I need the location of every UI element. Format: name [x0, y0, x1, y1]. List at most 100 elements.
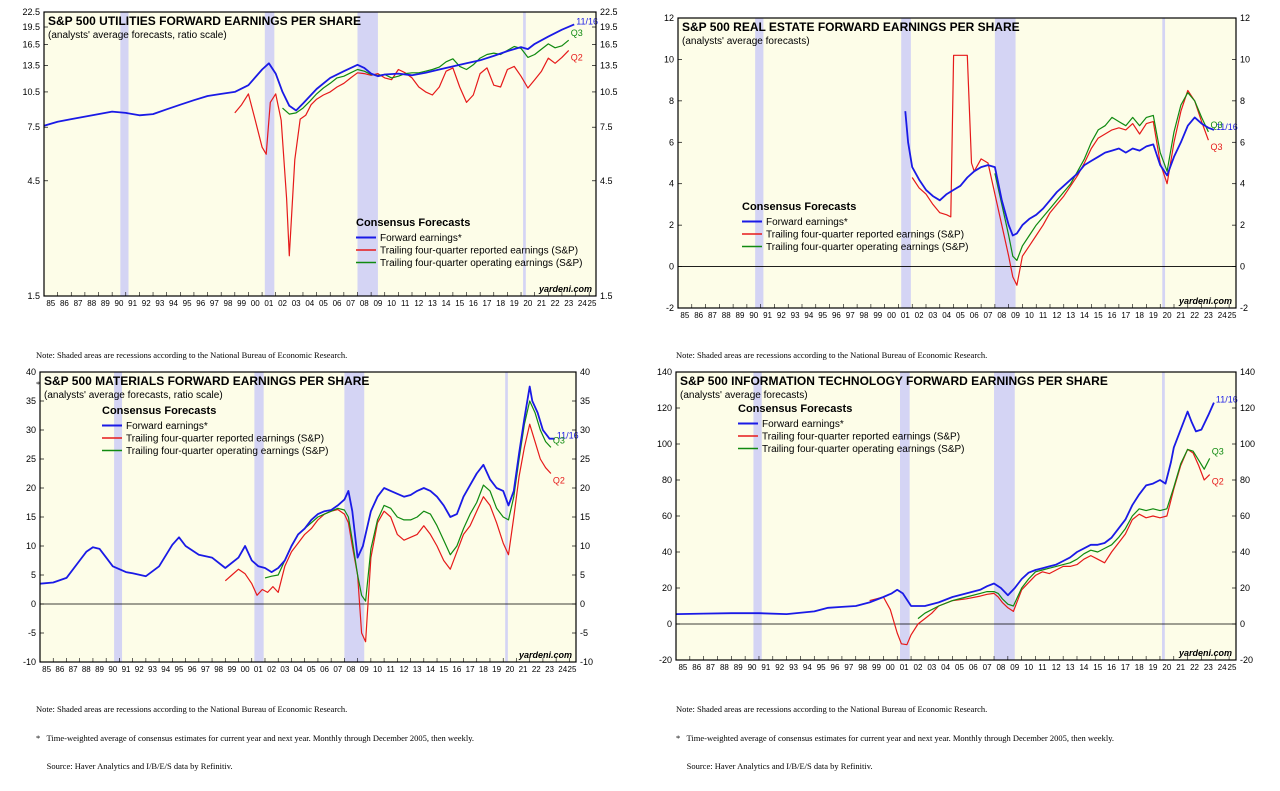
y-tick-label-left: 2 — [669, 220, 674, 230]
y-tick-label-left: 0 — [31, 599, 36, 609]
credit-label: yardeni.com — [1178, 296, 1232, 306]
x-tick-label: 97 — [210, 299, 219, 308]
x-tick-label: 95 — [175, 665, 184, 674]
x-tick-label: 89 — [734, 663, 743, 672]
y-tick-label-left: 30 — [26, 425, 36, 435]
x-tick-label: 87 — [74, 299, 83, 308]
x-tick-label: 98 — [860, 311, 869, 320]
y-tick-label-left: 60 — [662, 511, 672, 521]
x-tick-label: 13 — [413, 665, 422, 674]
x-tick-label: 24 — [1218, 663, 1227, 672]
x-tick-label: 03 — [928, 311, 937, 320]
plot-frame — [677, 17, 1237, 309]
recession-band — [357, 12, 378, 296]
x-tick-label: 89 — [101, 299, 110, 308]
x-tick-label: 90 — [115, 299, 124, 308]
x-tick-label: 00 — [887, 311, 896, 320]
x-tick-label: 07 — [983, 663, 992, 672]
x-tick-label: 23 — [1204, 311, 1213, 320]
x-tick-label: 01 — [264, 299, 273, 308]
chart-note: Note: Shaded areas are recessions accord… — [676, 686, 1114, 791]
x-tick-label: 22 — [551, 299, 560, 308]
x-tick-label: 09 — [360, 665, 369, 674]
x-tick-label: 90 — [748, 663, 757, 672]
x-tick-label: 90 — [749, 311, 758, 320]
x-tick-label: 97 — [846, 311, 855, 320]
x-tick-label: 17 — [466, 665, 475, 674]
plot-background — [44, 12, 596, 296]
x-tick-label: 12 — [399, 665, 408, 674]
x-tick-label: 24 — [558, 665, 567, 674]
x-tick-label: 18 — [1135, 663, 1144, 672]
x-tick-label: 06 — [320, 665, 329, 674]
x-tick-label: 12 — [414, 299, 423, 308]
y-tick-label-right: 30 — [580, 425, 590, 435]
x-tick-label: 93 — [789, 663, 798, 672]
y-tick-label-left: 120 — [657, 403, 672, 413]
x-tick-label: 93 — [148, 665, 157, 674]
x-tick-label: 22 — [1190, 663, 1199, 672]
x-tick-label: 15 — [1093, 663, 1102, 672]
y-tick-label-left: 80 — [662, 475, 672, 485]
x-tick-label: 22 — [1190, 311, 1199, 320]
x-tick-label: 95 — [183, 299, 192, 308]
legend-label: Trailing four-quarter operating earnings… — [380, 258, 583, 269]
x-tick-label: 90 — [108, 665, 117, 674]
infotech-chart-panel: -20 -20 0 0 20 20 40 40 60 60 80 80 100 100 120 120 140 1… — [640, 362, 1280, 771]
chart-title: S&P 500 INFORMATION TECHNOLOGY FORWARD E… — [680, 374, 1108, 388]
x-tick-label: 08 — [996, 663, 1005, 672]
legend-label: Trailing four-quarter reported earnings … — [380, 246, 578, 257]
y-tick-label-left: 0 — [669, 262, 674, 272]
x-tick-label: 97 — [844, 663, 853, 672]
x-tick-label: 12 — [1052, 663, 1061, 672]
x-tick-label: 24 — [578, 299, 587, 308]
x-tick-label: 00 — [241, 665, 250, 674]
x-tick-label: 19 — [1149, 311, 1158, 320]
y-tick-label-left: 12 — [664, 13, 674, 23]
operating-end-label: Q3 — [1210, 120, 1222, 130]
y-tick-label-right: -5 — [580, 628, 588, 638]
note-line-1: Note: Shaded areas are recessions accord… — [676, 704, 988, 714]
legend-label: Trailing four-quarter operating earnings… — [126, 446, 329, 457]
y-tick-label-left: -2 — [666, 303, 674, 313]
y-tick-label-left: 5 — [31, 570, 36, 580]
utilities-chart-panel: 1.5 1.5 4.5 4.5 7.5 7.5 10.5 10.5 13.5 13.5 16.5 16… — [0, 0, 640, 417]
x-tick-label: 88 — [87, 299, 96, 308]
x-tick-label: 88 — [720, 663, 729, 672]
x-tick-label: 03 — [280, 665, 289, 674]
x-tick-label: 20 — [505, 665, 514, 674]
legend-label: Forward earnings* — [762, 419, 844, 430]
y-tick-label-right: 10 — [1240, 54, 1250, 64]
operating-earnings-line — [917, 448, 1211, 620]
recession-band — [901, 18, 911, 308]
x-tick-label: 01 — [254, 665, 263, 674]
x-tick-label: 08 — [360, 299, 369, 308]
x-tick-label: 91 — [128, 299, 137, 308]
x-tick-label: 94 — [804, 311, 813, 320]
x-tick-label: 16 — [452, 665, 461, 674]
x-tick-label: 15 — [439, 665, 448, 674]
x-tick-label: 05 — [319, 299, 328, 308]
x-tick-label: 86 — [694, 311, 703, 320]
legend-label: Forward earnings* — [766, 217, 848, 228]
plot-frame — [39, 371, 577, 663]
legend-title: Consensus Forecasts — [738, 403, 852, 415]
x-tick-label: 04 — [941, 663, 950, 672]
y-tick-label-right: -2 — [1240, 303, 1248, 313]
x-tick-label: 10 — [373, 665, 382, 674]
reported-end-label: Q2 — [1212, 477, 1224, 487]
plot-frame — [43, 11, 597, 297]
x-tick-label: 04 — [942, 311, 951, 320]
x-tick-label: 85 — [42, 665, 51, 674]
x-tick-label: 96 — [188, 665, 197, 674]
y-tick-label-right: 80 — [1240, 475, 1250, 485]
x-tick-label: 99 — [873, 311, 882, 320]
chart-subtitle: (analysts' average forecasts, ratio scal… — [48, 30, 227, 41]
forward-end-label: 11/16 — [1216, 122, 1238, 132]
y-tick-label-left: 16.5 — [22, 40, 40, 50]
recession-band — [755, 18, 764, 308]
x-tick-label: 86 — [55, 665, 64, 674]
x-tick-label: 92 — [775, 663, 784, 672]
note-line-2: * Time-weighted average of consensus est… — [36, 732, 475, 743]
y-tick-label-right: 40 — [1240, 547, 1250, 557]
